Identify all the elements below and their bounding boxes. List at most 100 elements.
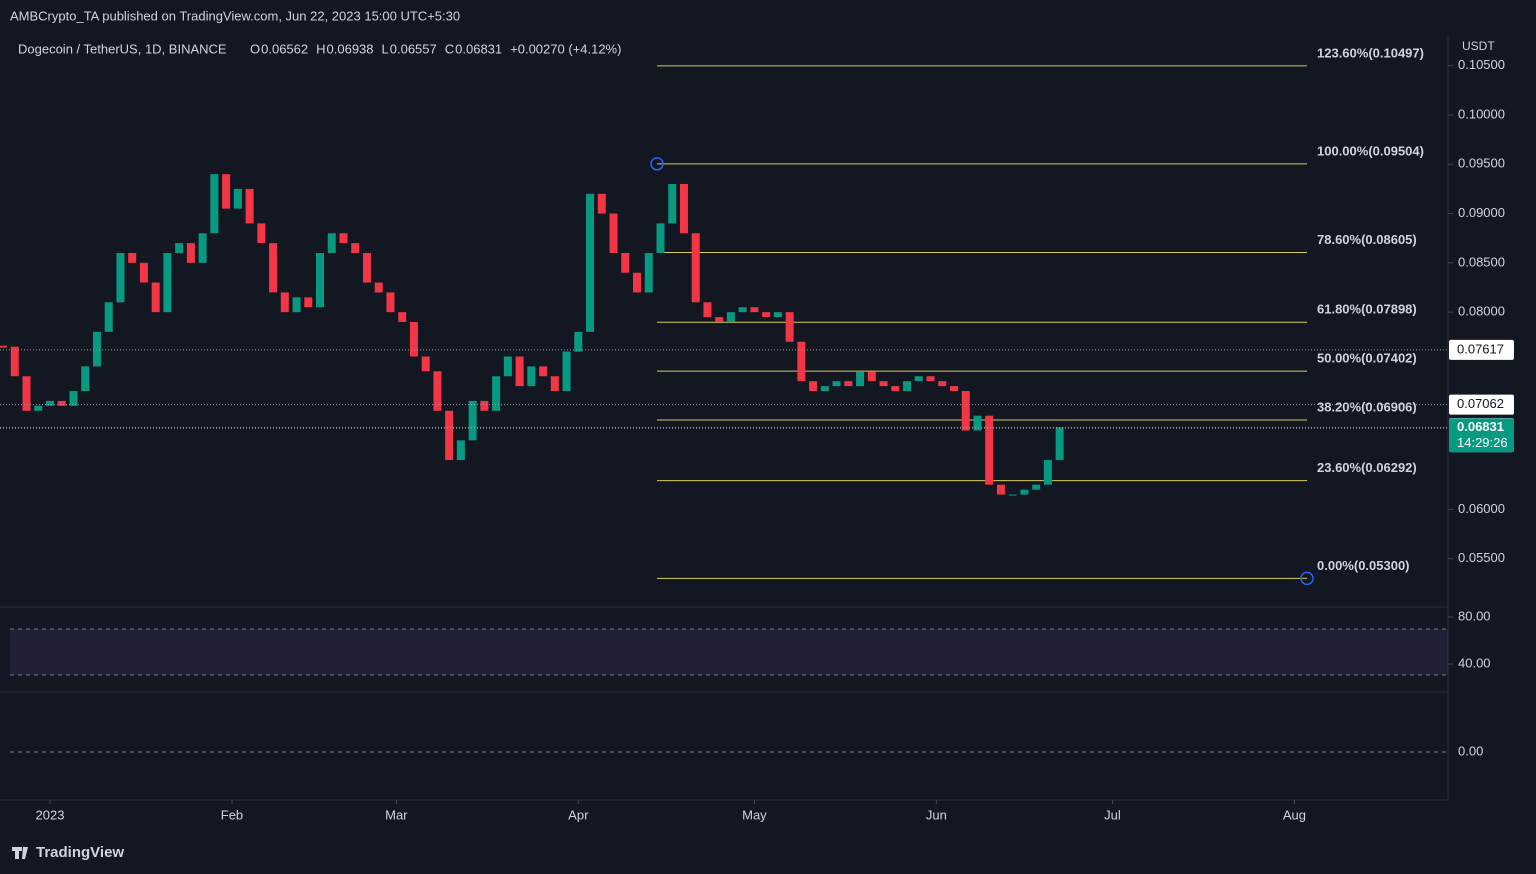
candle xyxy=(844,381,853,387)
ohlc-value: 0.06831 xyxy=(455,41,502,56)
candle xyxy=(456,440,465,461)
candle xyxy=(973,415,982,431)
candle xyxy=(57,400,66,406)
candle xyxy=(891,386,900,392)
y-tick-label: 0.10500 xyxy=(1458,57,1505,72)
candle xyxy=(633,272,641,293)
fib-label: 23.60%(0.06292) xyxy=(1317,460,1417,475)
candle xyxy=(316,252,325,308)
publish-header: AMBCrypto_TA published on TradingView.co… xyxy=(10,8,460,23)
candle xyxy=(22,376,31,411)
candle xyxy=(738,307,747,313)
candle xyxy=(81,366,90,392)
candle xyxy=(245,188,254,224)
ohlc-value: 0.06938 xyxy=(327,41,374,56)
y-tick-label: 0.06000 xyxy=(1458,501,1505,516)
candle xyxy=(703,302,712,318)
x-tick-label: Jul xyxy=(1104,807,1121,822)
candle xyxy=(46,400,54,406)
candle xyxy=(527,366,536,387)
candle xyxy=(550,376,559,392)
rsi-tick-label: 80.00 xyxy=(1458,608,1491,623)
x-tick-label: Aug xyxy=(1283,807,1306,822)
candle xyxy=(609,213,618,253)
candle xyxy=(222,174,231,209)
candle xyxy=(1043,460,1052,485)
candle xyxy=(503,356,512,377)
x-tick-label: Mar xyxy=(385,807,408,822)
candle xyxy=(949,386,958,392)
candle xyxy=(292,297,301,313)
ohlc-key: C xyxy=(445,41,454,56)
candle xyxy=(926,376,935,382)
countdown: 14:29:26 xyxy=(1457,435,1508,450)
fib-label: 78.60%(0.08605) xyxy=(1317,232,1417,247)
fib-anchor xyxy=(650,157,664,171)
candle xyxy=(785,312,794,342)
candle xyxy=(128,252,137,263)
candle xyxy=(867,371,876,382)
candle xyxy=(586,193,595,332)
footer-logo: TradingView xyxy=(36,844,124,861)
candle xyxy=(762,312,771,318)
axis-unit: USDT xyxy=(1462,39,1495,53)
candle xyxy=(691,233,700,303)
candle xyxy=(515,356,524,387)
candle xyxy=(621,252,630,273)
candle xyxy=(104,302,113,332)
price-badge xyxy=(1449,394,1514,415)
fib-anchor xyxy=(1300,571,1314,586)
y-tick-label: 0.09500 xyxy=(1458,156,1505,171)
last-price-badge xyxy=(1449,418,1514,453)
candle xyxy=(856,371,865,387)
logo-icon xyxy=(12,847,28,859)
candle xyxy=(151,282,160,313)
x-tick-label: Jun xyxy=(926,807,947,822)
change: +0.00270 (+4.12%) xyxy=(510,41,621,56)
candle xyxy=(210,174,219,234)
y-tick-label: 0.08500 xyxy=(1458,254,1505,269)
fib-label: 38.20%(0.06906) xyxy=(1317,399,1417,414)
candle xyxy=(327,233,336,253)
candle xyxy=(832,381,841,387)
candle xyxy=(69,391,78,406)
x-tick-label: 2023 xyxy=(36,807,65,822)
y-tick-label: 0.10000 xyxy=(1458,106,1505,121)
y-tick-label: 0.09000 xyxy=(1458,205,1505,220)
candle xyxy=(257,223,266,244)
candle xyxy=(797,341,806,382)
candle xyxy=(539,366,548,377)
candle xyxy=(233,188,242,209)
candle xyxy=(1020,489,1029,495)
ohlc-value: 0.06562 xyxy=(261,41,308,56)
candle xyxy=(374,282,383,293)
candle xyxy=(175,243,184,253)
candle xyxy=(304,297,313,308)
candle xyxy=(198,233,207,263)
x-tick-label: Feb xyxy=(221,807,243,822)
candle xyxy=(879,381,888,387)
candle xyxy=(644,252,653,293)
y-tick-label: 0.05500 xyxy=(1458,550,1505,565)
candle xyxy=(421,356,430,372)
candle xyxy=(186,243,195,263)
candle xyxy=(726,312,735,323)
candle xyxy=(773,312,782,318)
price-badge-label: 0.07062 xyxy=(1457,396,1504,411)
fib-label: 123.60%(0.10497) xyxy=(1317,45,1424,60)
candle xyxy=(409,322,418,357)
candle xyxy=(92,331,101,367)
candle xyxy=(996,484,1005,495)
candle xyxy=(938,381,947,387)
candle xyxy=(116,252,125,303)
candle xyxy=(820,386,829,392)
candle xyxy=(386,292,395,313)
candle xyxy=(1055,427,1064,461)
candle xyxy=(574,331,583,352)
candle xyxy=(480,400,489,411)
candle xyxy=(903,381,912,392)
candle xyxy=(269,243,278,293)
last-price-label: 0.06831 xyxy=(1457,419,1504,434)
